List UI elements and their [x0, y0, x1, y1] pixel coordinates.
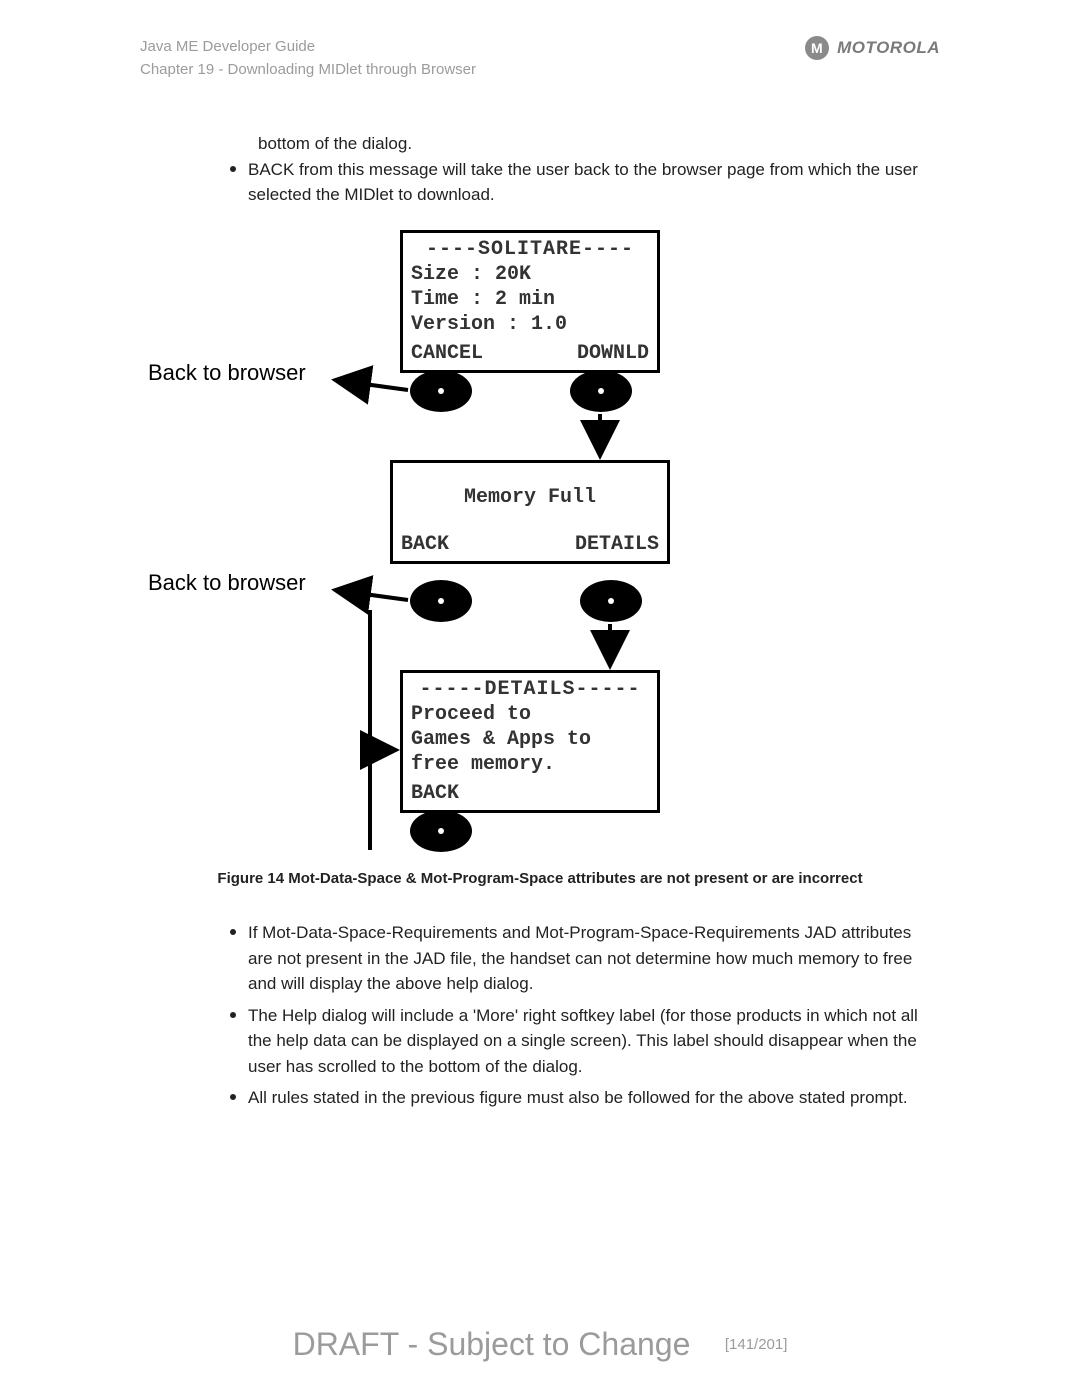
header-left: Java ME Developer Guide Chapter 19 - Dow… [140, 36, 476, 81]
intro-continuation: bottom of the dialog. [258, 131, 940, 157]
chapter-title: Chapter 19 - Downloading MIDlet through … [140, 59, 476, 82]
brand-block: M MOTOROLA [805, 36, 940, 60]
intro-bullet: BACK from this message will take the use… [248, 157, 940, 208]
bullet-2: The Help dialog will include a 'More' ri… [248, 1003, 940, 1080]
brand-text: MOTOROLA [837, 38, 940, 58]
footer-page-number: [141/201] [725, 1336, 788, 1353]
figure-diagram: ----SOLITARE---- Size : 20K Time : 2 min… [140, 230, 820, 850]
bullet-1: If Mot-Data-Space-Requirements and Mot-P… [248, 920, 940, 997]
page-header: Java ME Developer Guide Chapter 19 - Dow… [140, 36, 940, 81]
intro-block: bottom of the dialog. BACK from this mes… [230, 131, 940, 208]
body-bullets: If Mot-Data-Space-Requirements and Mot-P… [230, 920, 940, 1111]
figure-caption: Figure 14 Mot-Data-Space & Mot-Program-S… [140, 868, 940, 891]
bullet-icon [230, 1094, 236, 1100]
bullet-icon [230, 166, 236, 172]
bullet-icon [230, 1012, 236, 1018]
diagram-arrows [140, 230, 820, 850]
page-footer: DRAFT - Subject to Change [141/201] [0, 1326, 1080, 1363]
footer-draft: DRAFT - Subject to Change [293, 1326, 691, 1362]
motorola-logo-icon: M [805, 36, 829, 60]
bullet-icon [230, 929, 236, 935]
guide-title: Java ME Developer Guide [140, 36, 476, 59]
bullet-3: All rules stated in the previous figure … [248, 1085, 908, 1111]
